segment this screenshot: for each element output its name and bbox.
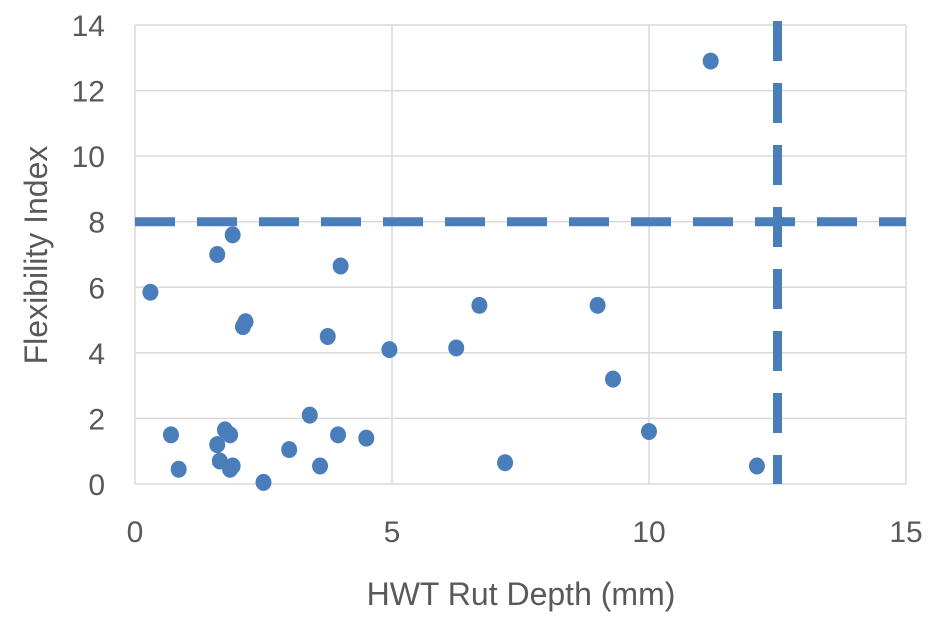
y-tick-label: 8 xyxy=(88,207,105,240)
data-points xyxy=(142,52,765,491)
data-point xyxy=(209,436,226,454)
data-point xyxy=(224,226,241,244)
y-tick-label: 6 xyxy=(88,272,105,305)
data-point xyxy=(162,426,179,444)
data-point xyxy=(332,257,349,275)
data-point xyxy=(312,457,329,475)
data-point xyxy=(702,52,719,70)
y-tick-label: 12 xyxy=(72,76,105,109)
data-point xyxy=(381,341,398,359)
x-tick-label: 0 xyxy=(127,516,144,549)
y-tick-label: 14 xyxy=(72,10,105,43)
data-point xyxy=(448,339,465,357)
data-point xyxy=(222,426,239,444)
data-point xyxy=(471,296,488,314)
data-point xyxy=(330,426,347,444)
x-axis-title: HWT Rut Depth (mm) xyxy=(367,576,676,612)
data-point xyxy=(358,429,375,447)
x-axis-tick-labels: 0 5 10 15 xyxy=(127,516,923,549)
y-tick-label: 2 xyxy=(88,403,105,436)
data-point xyxy=(748,457,765,475)
y-tick-label: 4 xyxy=(88,338,105,371)
data-point xyxy=(237,313,254,331)
data-point xyxy=(605,370,622,388)
data-point xyxy=(224,457,241,475)
x-tick-label: 15 xyxy=(889,516,922,549)
grid-lines xyxy=(134,24,907,485)
data-point xyxy=(641,423,657,441)
threshold-lines xyxy=(135,21,906,484)
x-tick-label: 10 xyxy=(632,516,665,549)
data-point xyxy=(281,441,298,459)
data-point xyxy=(319,327,336,345)
data-point xyxy=(301,406,318,424)
y-tick-label: 0 xyxy=(88,469,105,502)
data-point xyxy=(209,246,226,263)
data-point xyxy=(255,473,272,491)
data-point xyxy=(497,454,514,472)
y-axis-title: Flexibility Index xyxy=(18,146,54,365)
data-point xyxy=(589,296,606,314)
data-point xyxy=(170,460,187,478)
y-tick-label: 10 xyxy=(72,141,105,174)
x-tick-label: 5 xyxy=(384,516,401,549)
y-axis-tick-labels: 0 2 4 6 8 10 12 14 xyxy=(72,10,105,502)
data-point xyxy=(142,283,159,301)
